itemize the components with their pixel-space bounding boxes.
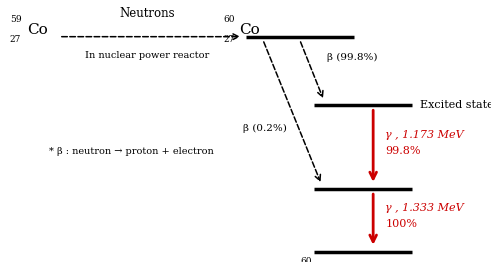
Text: Co: Co (27, 23, 48, 37)
Text: 60: 60 (300, 257, 312, 262)
Text: β (99.8%): β (99.8%) (327, 53, 377, 62)
Text: Co: Co (240, 23, 260, 37)
Text: Excited state: Excited state (420, 100, 491, 110)
Text: 27: 27 (223, 35, 235, 44)
Text: In nuclear power reactor: In nuclear power reactor (85, 51, 210, 60)
Text: 100%: 100% (385, 219, 417, 229)
Text: 99.8%: 99.8% (385, 146, 421, 156)
Text: 27: 27 (10, 35, 21, 44)
Text: γ , 1.333 MeV: γ , 1.333 MeV (385, 203, 464, 213)
Text: γ , 1.173 MeV: γ , 1.173 MeV (385, 130, 464, 140)
Text: Neutrons: Neutrons (119, 7, 175, 20)
Text: β (0.2%): β (0.2%) (243, 124, 287, 133)
Text: 59: 59 (10, 15, 22, 24)
Text: 60: 60 (223, 15, 235, 24)
Text: * β : neutron → proton + electron: * β : neutron → proton + electron (49, 148, 214, 156)
